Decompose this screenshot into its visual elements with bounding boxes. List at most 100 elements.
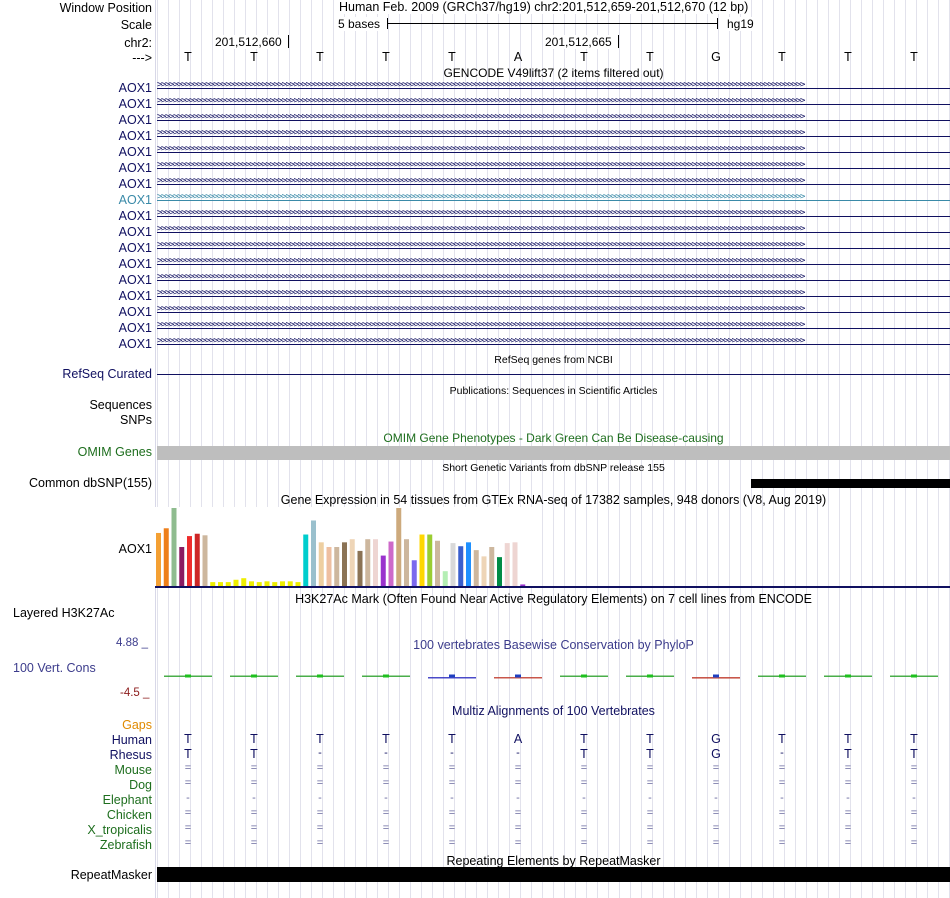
gencode-transcript[interactable]: >>>>>>>>>>>>>>>>>>>>>>>>>>>>>>>>>>>>>>>>… [157, 224, 950, 238]
conservation-label[interactable]: 100 Vert. Cons [13, 661, 96, 675]
gencode-transcript[interactable]: >>>>>>>>>>>>>>>>>>>>>>>>>>>>>>>>>>>>>>>>… [157, 240, 950, 254]
gencode-gene-label[interactable]: AOX1 [118, 209, 152, 223]
conservation-plot[interactable] [157, 660, 950, 690]
gencode-gene-label[interactable]: AOX1 [118, 145, 152, 159]
gtex-tissue-bar[interactable] [179, 547, 185, 586]
multiz-species-label[interactable]: Human [111, 733, 152, 747]
multiz-species-label[interactable]: Chicken [106, 808, 152, 822]
gtex-tissue-bar[interactable] [342, 542, 347, 586]
gtex-tissue-bar[interactable] [504, 543, 510, 586]
gencode-gene-label[interactable]: AOX1 [118, 81, 152, 95]
gencode-gene-label[interactable]: AOX1 [118, 113, 152, 127]
gtex-tissue-bar[interactable] [427, 534, 433, 586]
gencode-transcript[interactable]: >>>>>>>>>>>>>>>>>>>>>>>>>>>>>>>>>>>>>>>>… [157, 80, 950, 94]
gencode-transcript[interactable]: >>>>>>>>>>>>>>>>>>>>>>>>>>>>>>>>>>>>>>>>… [157, 96, 950, 110]
refseq-curated-label[interactable]: RefSeq Curated [62, 367, 152, 381]
conservation-track-title[interactable]: 100 vertebrates Basewise Conservation by… [413, 638, 694, 652]
gencode-transcript[interactable]: >>>>>>>>>>>>>>>>>>>>>>>>>>>>>>>>>>>>>>>>… [157, 320, 950, 334]
refseq-track-title[interactable]: RefSeq genes from NCBI [494, 354, 613, 366]
gencode-gene-label[interactable]: AOX1 [118, 161, 152, 175]
gtex-tissue-bar[interactable] [187, 536, 192, 586]
multiz-track-title[interactable]: Multiz Alignments of 100 Vertebrates [452, 704, 655, 718]
gencode-transcript[interactable]: >>>>>>>>>>>>>>>>>>>>>>>>>>>>>>>>>>>>>>>>… [157, 176, 950, 190]
gtex-tissue-bar[interactable] [411, 560, 417, 586]
multiz-species-label[interactable]: Rhesus [109, 748, 152, 762]
gtex-tissue-bar[interactable] [380, 555, 386, 586]
gencode-gene-label[interactable]: AOX1 [118, 289, 152, 303]
gtex-tissue-bar[interactable] [396, 508, 402, 586]
gtex-tissue-bar[interactable] [466, 542, 471, 586]
gencode-gene-label[interactable]: AOX1 [118, 321, 152, 335]
multiz-species-label[interactable]: Zebrafish [99, 838, 152, 852]
gencode-gene-label[interactable]: AOX1 [118, 241, 152, 255]
dbsnp-variant-bar[interactable] [751, 479, 950, 488]
multiz-species-label[interactable]: Elephant [102, 793, 152, 807]
publications-snps-label[interactable]: SNPs [120, 413, 152, 427]
gtex-tissue-bar[interactable] [241, 578, 247, 586]
gtex-tissue-bar[interactable] [249, 581, 254, 586]
gtex-tissue-bar[interactable] [404, 539, 409, 586]
gencode-transcript[interactable]: >>>>>>>>>>>>>>>>>>>>>>>>>>>>>>>>>>>>>>>>… [157, 128, 950, 142]
gencode-transcript[interactable]: >>>>>>>>>>>>>>>>>>>>>>>>>>>>>>>>>>>>>>>>… [157, 256, 950, 270]
gtex-gene-label[interactable]: AOX1 [118, 542, 152, 556]
h3k27ac-track-title[interactable]: H3K27Ac Mark (Often Found Near Active Re… [295, 592, 812, 606]
gtex-tissue-bar[interactable] [357, 550, 363, 586]
omim-track-title[interactable]: OMIM Gene Phenotypes - Dark Green Can Be… [383, 431, 724, 445]
gencode-transcript[interactable]: >>>>>>>>>>>>>>>>>>>>>>>>>>>>>>>>>>>>>>>>… [157, 272, 950, 286]
h3k27ac-label[interactable]: Layered H3K27Ac [13, 606, 115, 620]
gtex-bar-chart[interactable] [155, 507, 950, 589]
omim-gene-bar[interactable] [157, 446, 950, 460]
publications-track-title[interactable]: Publications: Sequences in Scientific Ar… [449, 385, 658, 397]
multiz-species-label[interactable]: Mouse [114, 763, 152, 777]
gencode-gene-label[interactable]: AOX1 [118, 97, 152, 111]
gencode-transcript[interactable]: >>>>>>>>>>>>>>>>>>>>>>>>>>>>>>>>>>>>>>>>… [157, 112, 950, 126]
gencode-gene-label[interactable]: AOX1 [118, 273, 152, 287]
gtex-tissue-bar[interactable] [419, 534, 425, 586]
gencode-gene-label[interactable]: AOX1 [118, 257, 152, 271]
gtex-tissue-bar[interactable] [473, 550, 479, 586]
gencode-gene-label[interactable]: AOX1 [118, 337, 152, 351]
gtex-tissue-bar[interactable] [194, 533, 200, 586]
multiz-gaps-label[interactable]: Gaps [122, 718, 152, 732]
gtex-tissue-bar[interactable] [435, 540, 440, 586]
gtex-tissue-bar[interactable] [163, 528, 169, 586]
gtex-tissue-bar[interactable] [365, 539, 371, 586]
gtex-tissue-bar[interactable] [233, 579, 239, 586]
gtex-tissue-bar[interactable] [225, 582, 231, 586]
gtex-tissue-bar[interactable] [388, 541, 394, 586]
gtex-tissue-bar[interactable] [520, 584, 526, 586]
multiz-species-label[interactable]: Dog [129, 778, 152, 792]
gtex-tissue-bar[interactable] [326, 547, 332, 586]
gtex-tissue-bar[interactable] [458, 546, 464, 586]
gtex-tissue-bar[interactable] [450, 543, 456, 586]
gencode-transcript[interactable]: >>>>>>>>>>>>>>>>>>>>>>>>>>>>>>>>>>>>>>>>… [157, 304, 950, 318]
gtex-tissue-bar[interactable] [256, 582, 262, 586]
gencode-transcript[interactable]: >>>>>>>>>>>>>>>>>>>>>>>>>>>>>>>>>>>>>>>>… [157, 144, 950, 158]
repeatmasker-track-title[interactable]: Repeating Elements by RepeatMasker [446, 854, 661, 868]
conservation-score-mark[interactable] [494, 677, 542, 679]
refseq-gene-line[interactable] [157, 374, 950, 375]
gtex-tissue-bar[interactable] [210, 582, 216, 586]
gtex-tissue-bar[interactable] [156, 532, 161, 586]
gtex-tissue-bar[interactable] [303, 534, 309, 586]
gtex-tissue-bar[interactable] [280, 581, 285, 586]
gencode-gene-label[interactable]: AOX1 [118, 305, 152, 319]
conservation-score-mark[interactable] [692, 677, 740, 679]
gtex-tissue-bar[interactable] [264, 581, 270, 586]
gencode-transcript[interactable]: >>>>>>>>>>>>>>>>>>>>>>>>>>>>>>>>>>>>>>>>… [157, 160, 950, 174]
gencode-transcript[interactable]: >>>>>>>>>>>>>>>>>>>>>>>>>>>>>>>>>>>>>>>>… [157, 336, 950, 350]
gencode-transcript[interactable]: >>>>>>>>>>>>>>>>>>>>>>>>>>>>>>>>>>>>>>>>… [157, 288, 950, 302]
gtex-tissue-bar[interactable] [334, 547, 340, 586]
gencode-transcript[interactable]: >>>>>>>>>>>>>>>>>>>>>>>>>>>>>>>>>>>>>>>>… [157, 208, 950, 222]
gtex-tissue-bar[interactable] [295, 582, 301, 586]
gtex-tissue-bar[interactable] [218, 582, 223, 586]
gencode-track-title[interactable]: GENCODE V49lift37 (2 items filtered out) [443, 66, 664, 80]
gtex-tissue-bar[interactable] [272, 582, 278, 586]
gtex-tissue-bar[interactable] [311, 520, 316, 586]
gencode-gene-label[interactable]: AOX1 [118, 225, 152, 239]
gtex-tissue-bar[interactable] [442, 571, 448, 586]
gtex-tissue-bar[interactable] [497, 557, 502, 586]
dbsnp-track-title[interactable]: Short Genetic Variants from dbSNP releas… [442, 462, 665, 474]
dbsnp-label[interactable]: Common dbSNP(155) [29, 476, 152, 490]
gtex-tissue-bar[interactable] [481, 556, 487, 586]
